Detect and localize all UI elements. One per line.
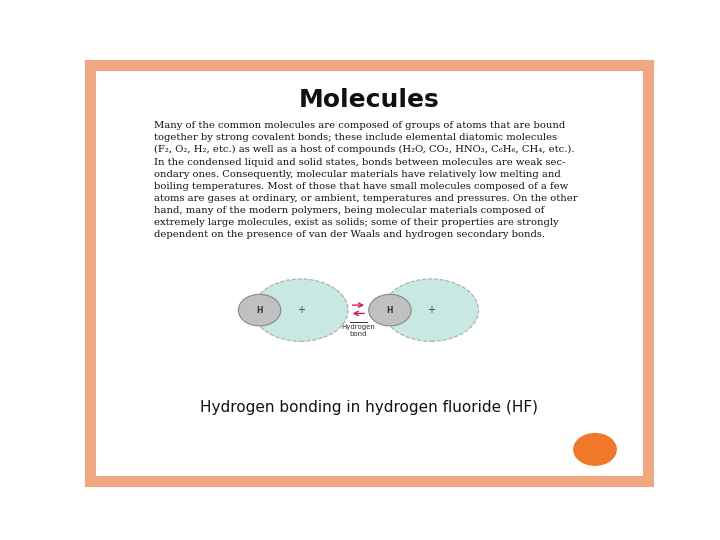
Circle shape (574, 434, 616, 465)
Text: Hydrogen
bond: Hydrogen bond (341, 324, 375, 337)
Circle shape (238, 294, 281, 326)
Ellipse shape (384, 279, 478, 341)
Ellipse shape (253, 279, 348, 341)
Text: +: + (427, 305, 435, 315)
Text: Many of the common molecules are composed of groups of atoms that are bound
toge: Many of the common molecules are compose… (154, 121, 577, 239)
Text: H: H (256, 306, 263, 315)
Circle shape (369, 294, 411, 326)
Text: +: + (297, 305, 305, 315)
Text: Molecules: Molecules (299, 87, 439, 112)
Text: H: H (387, 306, 393, 315)
Text: Hydrogen bonding in hydrogen fluoride (HF): Hydrogen bonding in hydrogen fluoride (H… (200, 400, 538, 415)
